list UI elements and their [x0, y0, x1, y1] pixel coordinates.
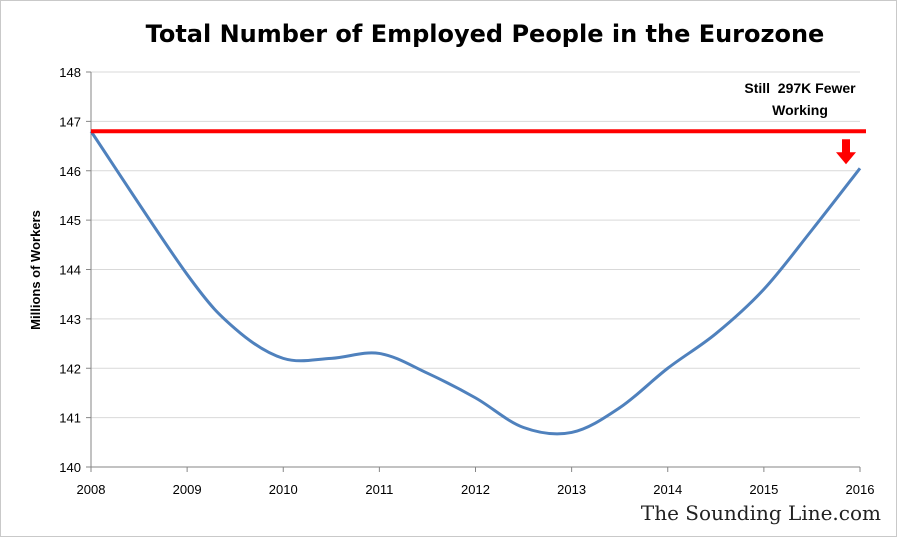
- x-tick-label: 2015: [749, 482, 778, 497]
- x-tick-label: 2014: [653, 482, 682, 497]
- series-group: [89, 130, 862, 436]
- y-tick-label: 147: [59, 114, 81, 129]
- y-tick-label: 140: [59, 460, 81, 475]
- x-tick-label: 2013: [557, 482, 586, 497]
- axes: [90, 72, 861, 472]
- x-tick-labels: 2008 2009 2010 2011 2012 2013 2014 2015 2016: [77, 482, 875, 497]
- x-tick-label: 2011: [365, 482, 393, 497]
- x-tick-label: 2012: [461, 482, 490, 497]
- watermark: The Sounding Line.com: [640, 501, 881, 525]
- y-tick-label: 145: [59, 213, 81, 228]
- y-tick-labels: 140 141 142 143 144 145 146 147 148: [59, 65, 81, 475]
- y-axis-label: Millions of Workers: [28, 210, 43, 330]
- y-tick-label: 143: [59, 312, 81, 327]
- chart-title: Total Number of Employed People in the E…: [145, 20, 825, 48]
- y-tick-label: 142: [59, 361, 81, 376]
- series-line: [89, 130, 862, 436]
- y-tick-label: 148: [59, 65, 81, 80]
- x-tick-label: 2016: [846, 482, 875, 497]
- annotation-line-1: Still 297K Fewer: [744, 80, 856, 96]
- x-tick-label: 2008: [77, 482, 106, 497]
- y-tick-label: 141: [59, 411, 81, 426]
- x-tick-label: 2009: [173, 482, 202, 497]
- x-tick-label: 2010: [269, 482, 298, 497]
- y-tick-label: 146: [59, 164, 81, 179]
- y-tick-label: 144: [59, 263, 81, 278]
- arrow-shape: [836, 139, 856, 165]
- annotation-line-2: Working: [772, 102, 828, 118]
- down-arrow-icon: [836, 139, 856, 165]
